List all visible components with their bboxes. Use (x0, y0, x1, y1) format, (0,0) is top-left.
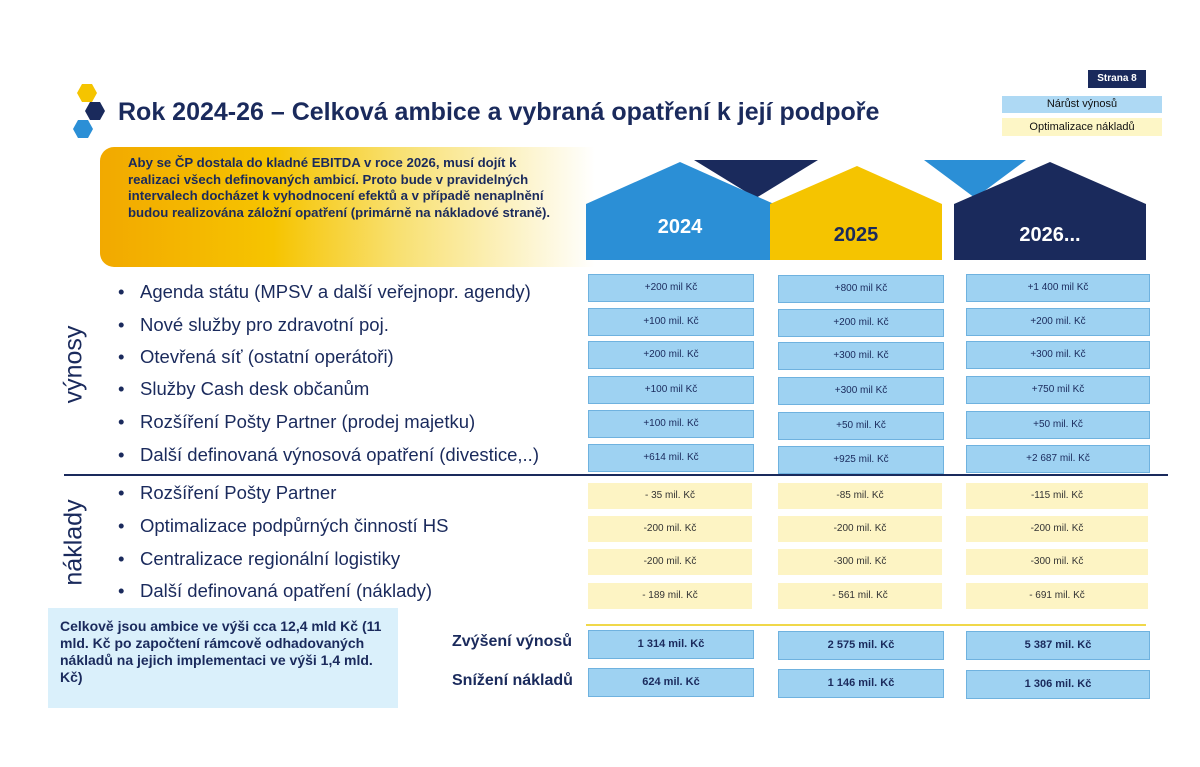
total-costs-2025: 1 146 mil. Kč (778, 669, 944, 698)
total-revenue-2026: 5 387 mil. Kč (966, 631, 1150, 660)
cost-cell-2025: -200 mil. Kč (778, 516, 942, 542)
revenue-cell-2026: +200 mil. Kč (966, 308, 1150, 336)
revenue-cell-2026: +750 mil Kč (966, 376, 1150, 404)
revenue-item: Agenda státu (MPSV a další veřejnopr. ag… (118, 281, 531, 303)
year-2024: 2024 (657, 216, 703, 238)
revenue-item: Otevřená síť (ostatní operátoři) (118, 346, 394, 368)
cost-cell-2026: - 691 mil. Kč (966, 583, 1148, 609)
section-label-costs: náklady (59, 499, 88, 586)
page-badge: Strana 8 (1088, 70, 1146, 88)
legend-costs: Optimalizace nákladů (1002, 118, 1162, 136)
revenue-item: Další definovaná výnosová opatření (dive… (118, 444, 539, 466)
summary-text: Celkově jsou ambice ve výši cca 12,4 mld… (60, 618, 382, 685)
revenue-cell-2025: +50 mil. Kč (778, 412, 944, 440)
cost-cell-2024: - 35 mil. Kč (588, 483, 752, 509)
cost-cell-2026: -200 mil. Kč (966, 516, 1148, 542)
revenue-cell-2024: +100 mil. Kč (588, 308, 754, 336)
revenue-item: Nové služby pro zdravotní poj. (118, 314, 389, 336)
revenue-cell-2026: +50 mil. Kč (966, 411, 1150, 439)
revenue-cell-2026: +300 mil. Kč (966, 341, 1150, 369)
revenue-cell-2025: +925 mil. Kč (778, 446, 944, 474)
revenue-cell-2026: +2 687 mil. Kč (966, 445, 1150, 473)
chevron-blue (924, 160, 1026, 198)
year-headers (586, 160, 1146, 260)
summary-box (48, 608, 398, 708)
year-2025: 2025 (833, 224, 879, 246)
house-2025 (770, 166, 942, 260)
revenue-cell-2025: +300 mil. Kč (778, 342, 944, 370)
cost-item: Centralizace regionální logistiky (118, 548, 400, 570)
total-revenue-2025: 2 575 mil. Kč (778, 631, 944, 660)
total-revenue-2024: 1 314 mil. Kč (588, 630, 754, 659)
revenue-cell-2024: +614 mil. Kč (588, 444, 754, 472)
revenue-cell-2024: +100 mil. Kč (588, 410, 754, 438)
revenue-cell-2025: +800 mil Kč (778, 275, 944, 303)
cost-cell-2024: -200 mil. Kč (588, 549, 752, 575)
cost-item: Další definovaná opatření (náklady) (118, 580, 432, 602)
legend-revenue: Nárůst výnosů (1002, 96, 1162, 113)
cost-cell-2024: -200 mil. Kč (588, 516, 752, 542)
total-revenue-label: Zvýšení výnosů (452, 633, 573, 650)
cost-item: Optimalizace podpůrných činností HS (118, 515, 449, 537)
cost-item: Rozšíření Pošty Partner (118, 482, 336, 504)
house-2026 (954, 162, 1146, 260)
year-2026: 2026... (1019, 224, 1081, 246)
revenue-item: Rozšíření Pošty Partner (prodej majetku) (118, 411, 475, 433)
cost-cell-2026: -300 mil. Kč (966, 549, 1148, 575)
cost-cell-2025: -300 mil. Kč (778, 549, 942, 575)
section-divider (64, 474, 1168, 476)
total-costs-2024: 624 mil. Kč (588, 668, 754, 697)
cost-cell-2024: - 189 mil. Kč (588, 583, 752, 609)
totals-divider (586, 624, 1146, 626)
section-label-revenue: výnosy (59, 325, 88, 404)
revenue-cell-2026: +1 400 mil Kč (966, 274, 1150, 302)
revenue-cell-2025: +200 mil. Kč (778, 309, 944, 337)
total-costs-label: Snížení nákladů (452, 672, 573, 689)
cost-cell-2026: -115 mil. Kč (966, 483, 1148, 509)
revenue-cell-2024: +200 mil Kč (588, 274, 754, 302)
revenue-item: Služby Cash desk občanům (118, 378, 369, 400)
cost-cell-2025: - 561 mil. Kč (778, 583, 942, 609)
chevron-dark (694, 160, 818, 198)
callout-background (100, 147, 595, 267)
cost-cell-2025: -85 mil. Kč (778, 483, 942, 509)
page-title: Rok 2024-26 – Celková ambice a vybraná o… (118, 98, 880, 126)
revenue-cell-2024: +100 mil Kč (588, 376, 754, 404)
company-logo (73, 84, 105, 138)
revenue-cell-2024: +200 mil. Kč (588, 341, 754, 369)
total-costs-2026: 1 306 mil. Kč (966, 670, 1150, 699)
house-2024 (586, 162, 774, 260)
revenue-cell-2025: +300 mil Kč (778, 377, 944, 405)
callout-text: Aby se ČP dostala do kladné EBITDA v roc… (128, 155, 551, 220)
